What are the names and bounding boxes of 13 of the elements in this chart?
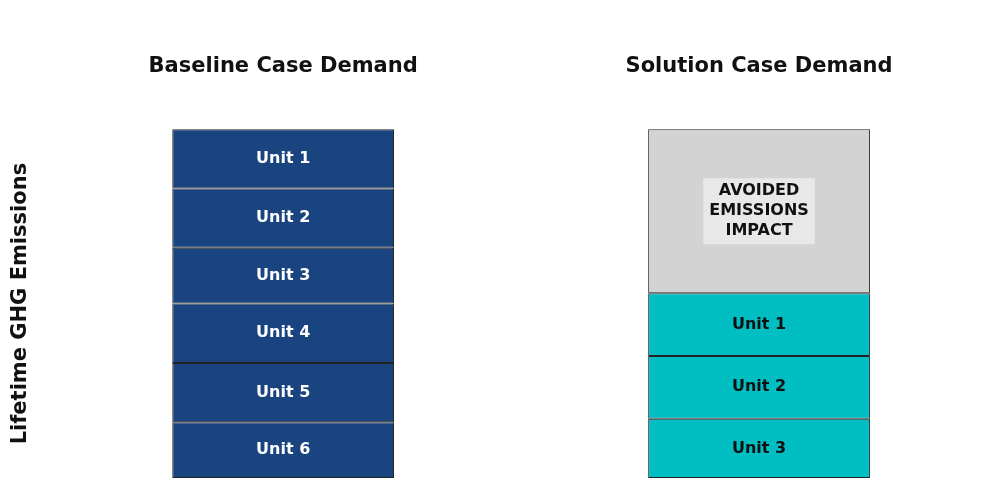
annotation: Unit 6 (256, 439, 311, 459)
annotation: Unit 3 (731, 437, 787, 457)
annotation: Unit 1 (731, 313, 787, 333)
x-tick-label: Solution Case Demand (625, 53, 893, 78)
annotation: Unit 3 (256, 264, 311, 284)
annotation: Unit 1 (256, 148, 311, 167)
annotation: Unit 4 (256, 322, 311, 342)
x-tick-label: Baseline Case Demand (148, 53, 418, 78)
y-axis-title: Lifetime GHG Emissions (7, 162, 32, 445)
annotation: Unit 5 (256, 381, 311, 401)
annotation: Unit 2 (731, 376, 787, 396)
annotation: Unit 2 (256, 207, 311, 227)
annotation: AVOIDED EMISSIONS IMPACT (709, 180, 809, 240)
